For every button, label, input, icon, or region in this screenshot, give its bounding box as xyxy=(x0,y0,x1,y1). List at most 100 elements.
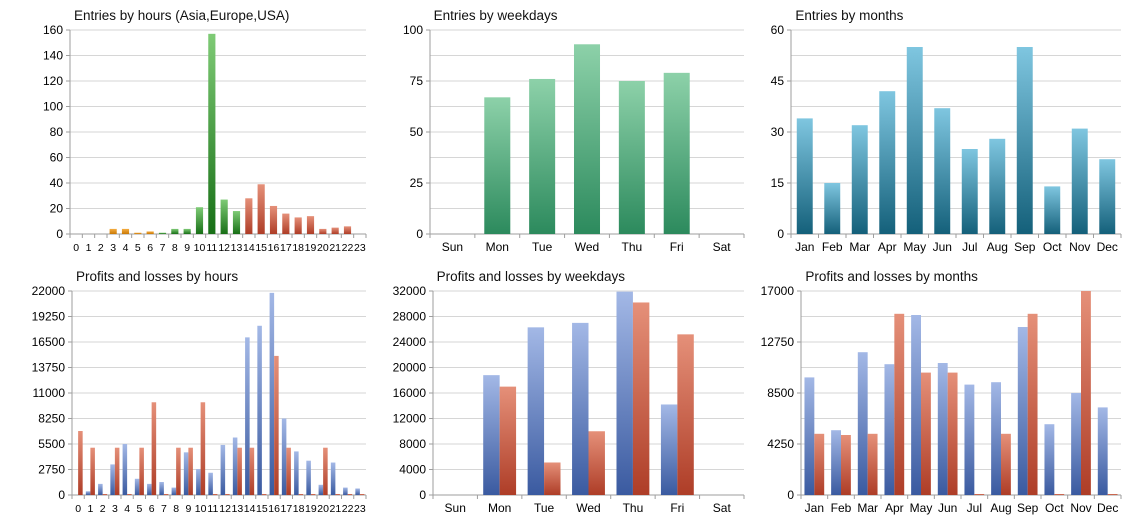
x-axis-label: 16 xyxy=(268,242,280,254)
bar-profits-May xyxy=(911,315,922,495)
bar-4 xyxy=(121,228,130,234)
x-axis-label: 20 xyxy=(317,503,329,515)
bar-profits-Mon xyxy=(482,375,500,495)
x-axis-label: Mar xyxy=(858,501,879,515)
bar-18 xyxy=(294,217,302,234)
bar-16 xyxy=(269,205,278,234)
y-tick-label: 13750 xyxy=(32,361,66,375)
chart-profits-losses-by-months: Profits and losses by months 0 4250 8500 12… xyxy=(755,261,1133,522)
bar-losses-Jan xyxy=(814,433,825,495)
x-axis-label: 6 xyxy=(149,503,155,515)
bar-losses-Oct xyxy=(1054,494,1065,495)
x-axis-label: 18 xyxy=(293,503,305,515)
y-tick-label: 30 xyxy=(771,125,785,139)
x-axis-label: Fri xyxy=(670,501,684,515)
bar-losses-15 xyxy=(261,494,267,495)
bar-losses-May xyxy=(921,372,932,495)
x-axis-label: Thu xyxy=(621,240,642,254)
x-axis-label: Sat xyxy=(712,501,731,515)
y-tick-label: 20 xyxy=(50,202,64,216)
x-axis-label: Feb xyxy=(831,501,852,515)
y-tick-label: 24000 xyxy=(392,335,426,349)
x-axis-label: Jul xyxy=(967,501,982,515)
x-axis-label: 4 xyxy=(123,242,129,254)
bar-Wed xyxy=(573,44,600,234)
bar-profits-Aug xyxy=(991,382,1002,495)
bar-8 xyxy=(171,228,179,234)
bar-9 xyxy=(183,228,191,234)
y-tick-label: 0 xyxy=(778,227,785,241)
x-axis-label: 11 xyxy=(207,503,218,515)
bar-5 xyxy=(134,232,142,234)
bar-profits-5 xyxy=(134,478,140,495)
bar-profits-Sep xyxy=(1018,327,1028,495)
y-tick-label: 20000 xyxy=(392,361,426,375)
x-axis-label: Thu xyxy=(622,501,643,515)
bar-Oct xyxy=(1044,186,1061,234)
y-tick-label: 100 xyxy=(43,100,63,114)
bar-Jun xyxy=(934,108,951,234)
x-axis-label: 21 xyxy=(330,503,342,515)
bar-profits-Nov xyxy=(1071,393,1082,495)
bar-profits-11 xyxy=(208,472,213,495)
x-axis-label: 4 xyxy=(124,503,130,515)
y-tick-label: 0 xyxy=(416,227,423,241)
bar-Mar xyxy=(852,125,869,234)
bar-losses-16 xyxy=(274,355,279,495)
x-axis-label: 12 xyxy=(219,503,231,515)
x-axis-label: 5 xyxy=(136,503,142,515)
chart-title: Profits and losses by hours xyxy=(76,269,239,284)
y-tick-label: 15 xyxy=(771,176,785,190)
bar-Fri xyxy=(663,72,690,234)
y-tick-label: 5500 xyxy=(38,437,65,451)
bar-profits-Jul xyxy=(964,384,975,495)
bar-losses-18 xyxy=(298,494,304,495)
x-axis-label: Apr xyxy=(878,240,897,254)
bar-losses-5 xyxy=(139,447,144,495)
bar-losses-2 xyxy=(102,494,108,495)
y-tick-label: 8000 xyxy=(399,437,426,451)
bar-profits-Dec xyxy=(1098,407,1108,495)
y-tick-label: 16500 xyxy=(32,335,66,349)
x-axis-label: 7 xyxy=(160,242,166,254)
x-axis-label: 19 xyxy=(305,242,317,254)
y-tick-label: 12750 xyxy=(761,335,795,349)
x-axis-label: 0 xyxy=(75,503,81,515)
bar-losses-23 xyxy=(359,494,365,495)
y-tick-label: 50 xyxy=(409,125,423,139)
y-tick-label: 60 xyxy=(50,151,64,165)
bar-losses-11 xyxy=(212,494,218,495)
bar-May xyxy=(907,47,924,234)
x-axis-label: May xyxy=(910,501,933,515)
bar-Tue xyxy=(528,78,555,235)
bar-21 xyxy=(331,227,339,234)
chart-profits-losses-by-weekdays: Profits and losses by weekdays 0 4000 8000… xyxy=(377,261,756,522)
x-axis-label: Wed xyxy=(574,240,598,254)
chart-entries-by-hours: Entries by hours (Asia,Europe,USA) 0 20 40… xyxy=(0,0,378,261)
bar-22 xyxy=(343,226,352,234)
x-axis-label: 19 xyxy=(305,503,317,515)
y-tick-label: 2750 xyxy=(38,463,65,477)
x-axis-label: 18 xyxy=(292,242,304,254)
bar-losses-13 xyxy=(237,447,242,495)
x-axis-label: 7 xyxy=(161,503,167,515)
x-axis-label: Wed xyxy=(576,501,600,515)
bar-losses-20 xyxy=(323,447,328,495)
chart-title: Entries by hours (Asia,Europe,USA) xyxy=(74,8,290,23)
x-axis-label: Feb xyxy=(822,240,843,254)
y-tick-label: 17000 xyxy=(761,284,795,298)
x-axis-label: Aug xyxy=(987,240,1008,254)
bar-losses-6 xyxy=(151,402,157,495)
bar-profits-Tue xyxy=(527,327,544,495)
x-axis-label: Sep xyxy=(1014,240,1036,254)
x-axis-label: 2 xyxy=(100,503,106,515)
chart-canvas: 0 25 50 75 100 Sun Mon Tue Wed Thu Fri Sat xyxy=(403,23,745,254)
bar-profits-Jan xyxy=(804,377,815,495)
bar-profits-14 xyxy=(245,337,250,495)
bar-10 xyxy=(195,207,204,234)
bar-losses-22 xyxy=(347,494,353,495)
chart-canvas: 0 15 30 45 60 Jan Feb Mar Apr May Jun Jul Aug Sep Oct N… xyxy=(771,23,1122,254)
